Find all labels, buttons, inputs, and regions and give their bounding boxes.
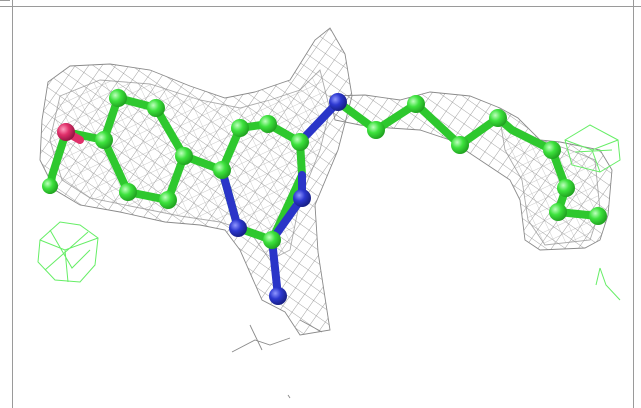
- atom-nitrogen: [229, 219, 247, 237]
- atom-nitrogen: [269, 287, 287, 305]
- atom-carbon: [263, 231, 281, 249]
- frame-corner-tick: [0, 0, 10, 1]
- atom-carbon: [175, 147, 193, 165]
- atom-carbon: [489, 109, 507, 127]
- atom-carbon: [291, 133, 309, 151]
- atom-carbon: [213, 161, 231, 179]
- atom-carbon: [119, 183, 137, 201]
- atom-carbon: [367, 121, 385, 139]
- atom-carbon: [259, 115, 277, 133]
- atom-carbon: [549, 203, 567, 221]
- atom-carbon: [109, 89, 127, 107]
- atom-carbon: [407, 95, 425, 113]
- atom-carbon: [42, 178, 58, 194]
- frame-top-border: [0, 6, 641, 7]
- atoms: [42, 89, 607, 305]
- frame-left-border: [12, 0, 13, 408]
- atom-nitrogen: [329, 93, 347, 111]
- density-mesh: [39, 27, 613, 399]
- atom-nitrogen: [293, 189, 311, 207]
- atom-carbon: [451, 136, 469, 154]
- frame-right-border: [633, 0, 634, 408]
- atom-carbon: [159, 191, 177, 209]
- atom-carbon: [543, 141, 561, 159]
- atom-oxygen: [57, 123, 75, 141]
- atom-carbon: [231, 119, 249, 137]
- atom-carbon: [589, 207, 607, 225]
- atom-carbon: [147, 99, 165, 117]
- atom-carbon: [557, 179, 575, 197]
- atom-carbon: [95, 131, 113, 149]
- difference-mesh: [37, 124, 621, 301]
